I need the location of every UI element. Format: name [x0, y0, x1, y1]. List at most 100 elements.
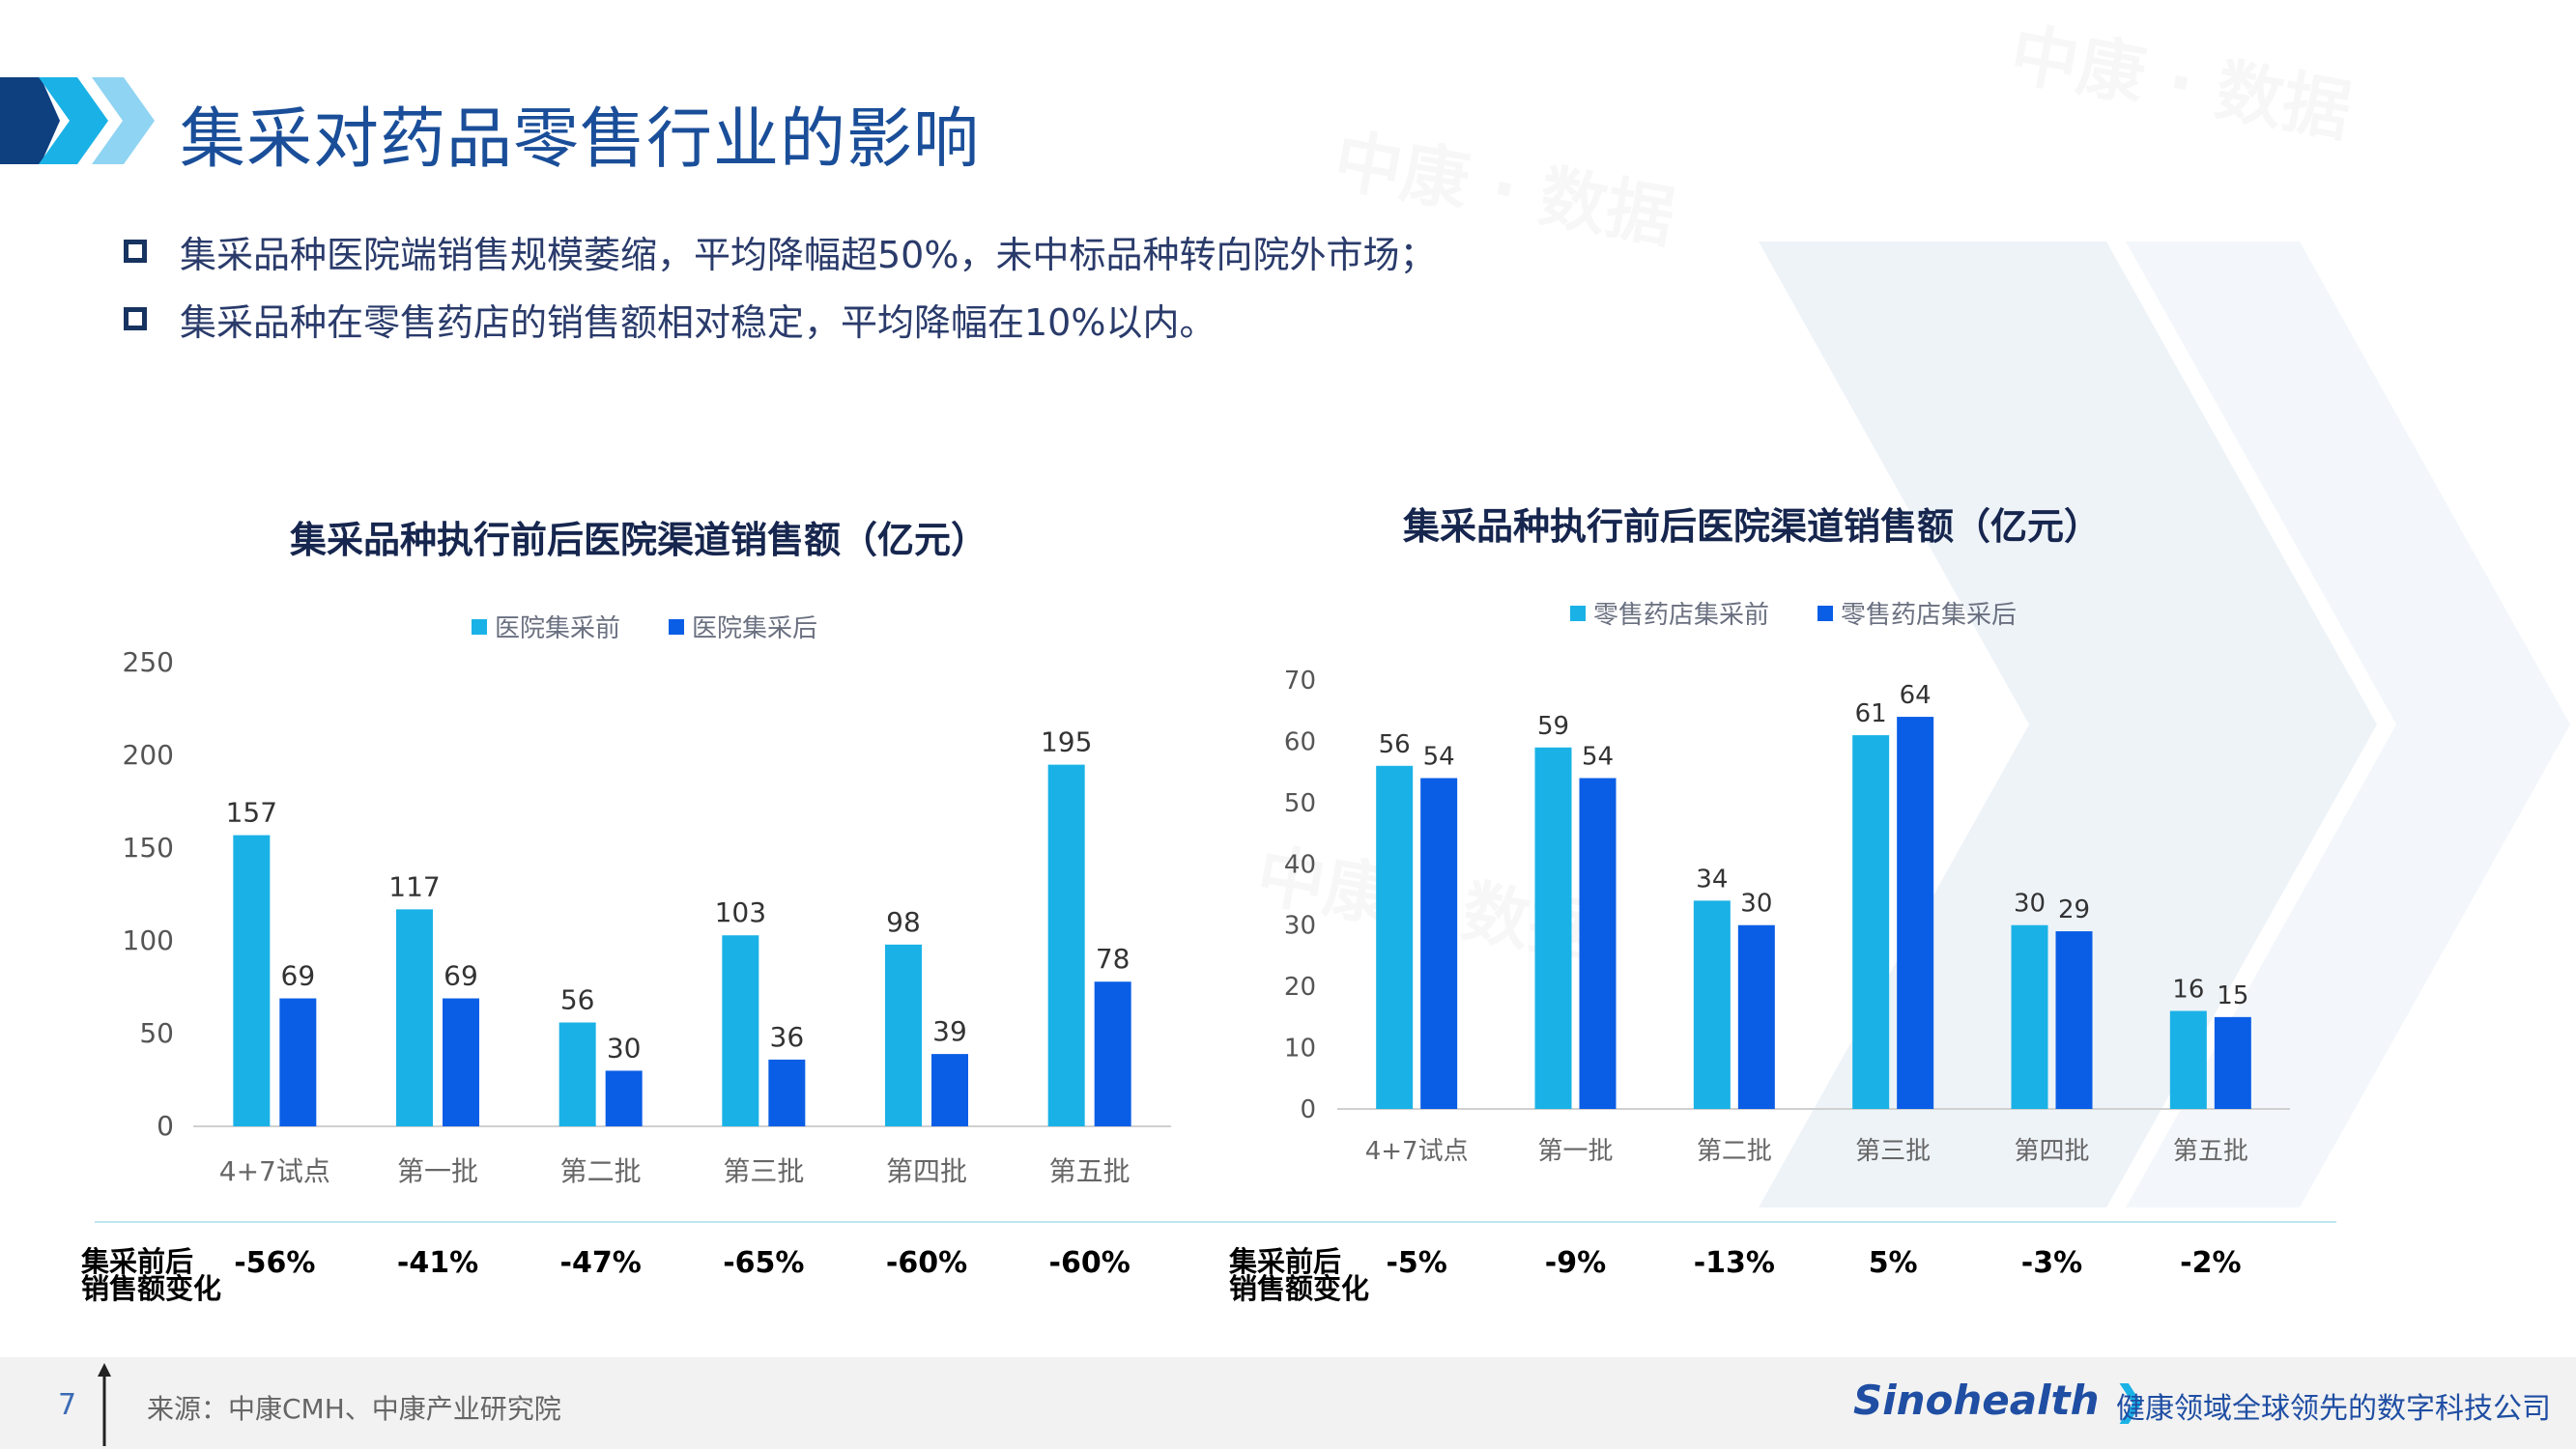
y-tick-label: 50 — [1284, 789, 1316, 818]
bar — [885, 944, 922, 1126]
data-label: 56 — [560, 983, 595, 1015]
data-label: 54 — [1582, 742, 1614, 771]
data-label: 69 — [444, 960, 478, 992]
data-label: 34 — [1696, 865, 1728, 894]
legend-swatch — [472, 618, 487, 635]
change-value: -41% — [396, 1246, 479, 1280]
bar — [1852, 735, 1890, 1109]
bar — [1534, 747, 1572, 1109]
bar — [931, 1054, 968, 1126]
x-tick-label: 第一批 — [397, 1155, 478, 1187]
change-label-line2: 销售额变化 — [1229, 1272, 1370, 1305]
legend-swatch — [1570, 605, 1586, 621]
change-value: -9% — [1544, 1246, 1607, 1280]
y-tick-label: 30 — [1284, 912, 1316, 941]
legend-swatch — [669, 618, 685, 635]
y-tick-label: 200 — [123, 739, 174, 771]
legend-item-before: 零售药店集采前 — [1570, 595, 1769, 631]
x-tick-label: 第二批 — [560, 1155, 642, 1187]
legend-label: 零售药店集采前 — [1593, 601, 1770, 630]
x-tick-label: 第三批 — [723, 1155, 804, 1187]
y-tick-label: 20 — [1284, 973, 1316, 1002]
x-tick-label: 第五批 — [1049, 1155, 1131, 1187]
legend-item-after: 零售药店集采后 — [1818, 595, 2017, 631]
y-tick-label: 0 — [1300, 1095, 1316, 1124]
data-label: 98 — [886, 906, 921, 938]
bar — [2055, 931, 2093, 1109]
legend-label: 医院集采后 — [692, 614, 818, 643]
bar — [1897, 717, 1934, 1109]
chart-title-retail: 集采品种执行前后医院渠道销售额（亿元） — [1403, 505, 2102, 548]
data-label: 157 — [226, 797, 277, 829]
change-value: -47% — [559, 1246, 642, 1280]
y-tick-label: 150 — [123, 832, 174, 864]
slogan: 健康领域全球领先的数字科技公司 — [2116, 1392, 2551, 1426]
data-label: 61 — [1855, 699, 1887, 728]
data-label: 30 — [2014, 890, 2046, 919]
legend-label: 零售药店集采后 — [1841, 601, 2018, 630]
y-tick-label: 70 — [1284, 667, 1316, 696]
data-label: 59 — [1537, 712, 1569, 741]
data-label: 195 — [1041, 726, 1092, 758]
logo-text: Sinohealth — [1853, 1377, 2100, 1424]
bar — [768, 1059, 806, 1126]
change-label-hospital: 集采前后 销售额变化 — [81, 1245, 222, 1305]
bar — [1737, 924, 1775, 1109]
y-tick-label: 250 — [123, 646, 174, 678]
change-value: -60% — [1048, 1246, 1131, 1280]
x-tick-label: 第四批 — [886, 1155, 967, 1187]
bar — [1376, 765, 1414, 1109]
arrow-up-icon — [98, 1363, 111, 1446]
title-bar — [0, 58, 1063, 193]
chart-title-hospital: 集采品种执行前后医院渠道销售额（亿元） — [290, 519, 988, 561]
data-label: 16 — [2172, 976, 2204, 1005]
x-tick-label: 第一批 — [1537, 1137, 1613, 1166]
bullet-item: 集采品种医院端销售规模萎缩，平均降幅超50%，未中标品种转向院外市场； — [124, 217, 1436, 285]
bullet-text: 集采品种在零售药店的销售额相对稳定，平均降幅在10%以内。 — [180, 300, 1216, 344]
data-label: 103 — [715, 896, 766, 928]
bar — [605, 1070, 643, 1126]
data-label: 56 — [1379, 730, 1411, 759]
legend-item-after: 医院集采后 — [669, 609, 817, 644]
data-label: 117 — [388, 870, 440, 902]
x-tick-label: 4+7试点 — [1365, 1137, 1469, 1166]
bar — [2169, 1010, 2207, 1109]
change-value: -56% — [234, 1246, 316, 1280]
change-value: -60% — [885, 1246, 968, 1280]
bullet-list: 集采品种医院端销售规模萎缩，平均降幅超50%，未中标品种转向院外市场； 集采品种… — [124, 217, 1436, 353]
data-label: 36 — [770, 1021, 805, 1053]
bar — [722, 935, 759, 1126]
bar — [558, 1022, 596, 1126]
bar — [1693, 900, 1731, 1109]
change-label-line1: 集采前后 — [81, 1245, 194, 1278]
page-title: 集采对药品零售行业的影响 — [180, 101, 981, 178]
y-tick-label: 50 — [139, 1017, 174, 1049]
source-note: 来源：中康CMH、中康产业研究院 — [147, 1393, 561, 1425]
change-label-line2: 销售额变化 — [81, 1272, 222, 1305]
change-value: -3% — [2020, 1246, 2083, 1280]
legend-label: 医院集采前 — [495, 614, 621, 643]
title-chevron-icon — [0, 77, 155, 164]
x-tick-label: 第三批 — [1855, 1137, 1931, 1166]
footer: 7 来源：中康CMH、中康产业研究院 Sinohealth ❯ 健康领域全球领先… — [0, 1357, 2576, 1449]
change-value: -2% — [2180, 1246, 2242, 1280]
y-tick-label: 100 — [123, 924, 174, 956]
bullet-text: 集采品种医院端销售规模萎缩，平均降幅超50%，未中标品种转向院外市场； — [180, 233, 1437, 276]
data-label: 64 — [1900, 681, 1932, 710]
y-tick-label: 0 — [157, 1110, 174, 1142]
data-label: 39 — [932, 1015, 967, 1047]
bar — [1579, 778, 1617, 1109]
bar — [443, 998, 479, 1126]
page-number: 7 — [58, 1388, 77, 1422]
change-value: -13% — [1693, 1246, 1775, 1280]
change-value: -65% — [723, 1246, 805, 1280]
logo-chevron-icon: ❯ — [2113, 1377, 2148, 1424]
y-tick-label: 40 — [1284, 850, 1316, 879]
bar — [396, 909, 433, 1126]
x-tick-label: 第五批 — [2173, 1137, 2248, 1166]
square-bullet-icon — [124, 307, 147, 330]
legend-retail: 零售药店集采前 零售药店集采后 — [1570, 595, 2017, 631]
bar — [2214, 1016, 2251, 1109]
